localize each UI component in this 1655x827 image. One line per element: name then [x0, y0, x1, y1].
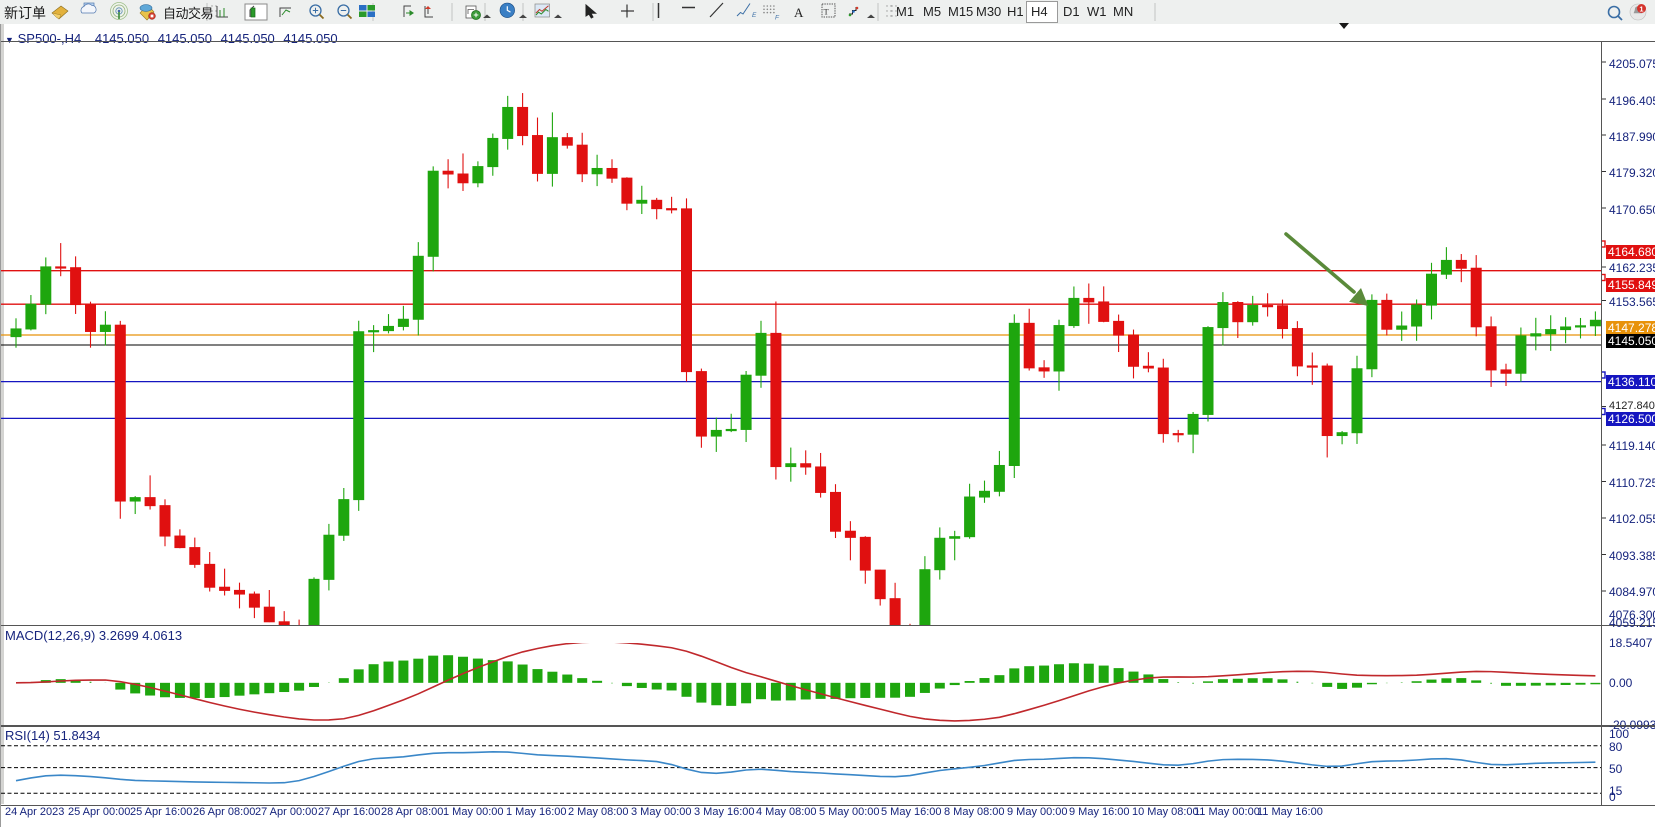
svg-text:1: 1 — [1639, 4, 1643, 13]
